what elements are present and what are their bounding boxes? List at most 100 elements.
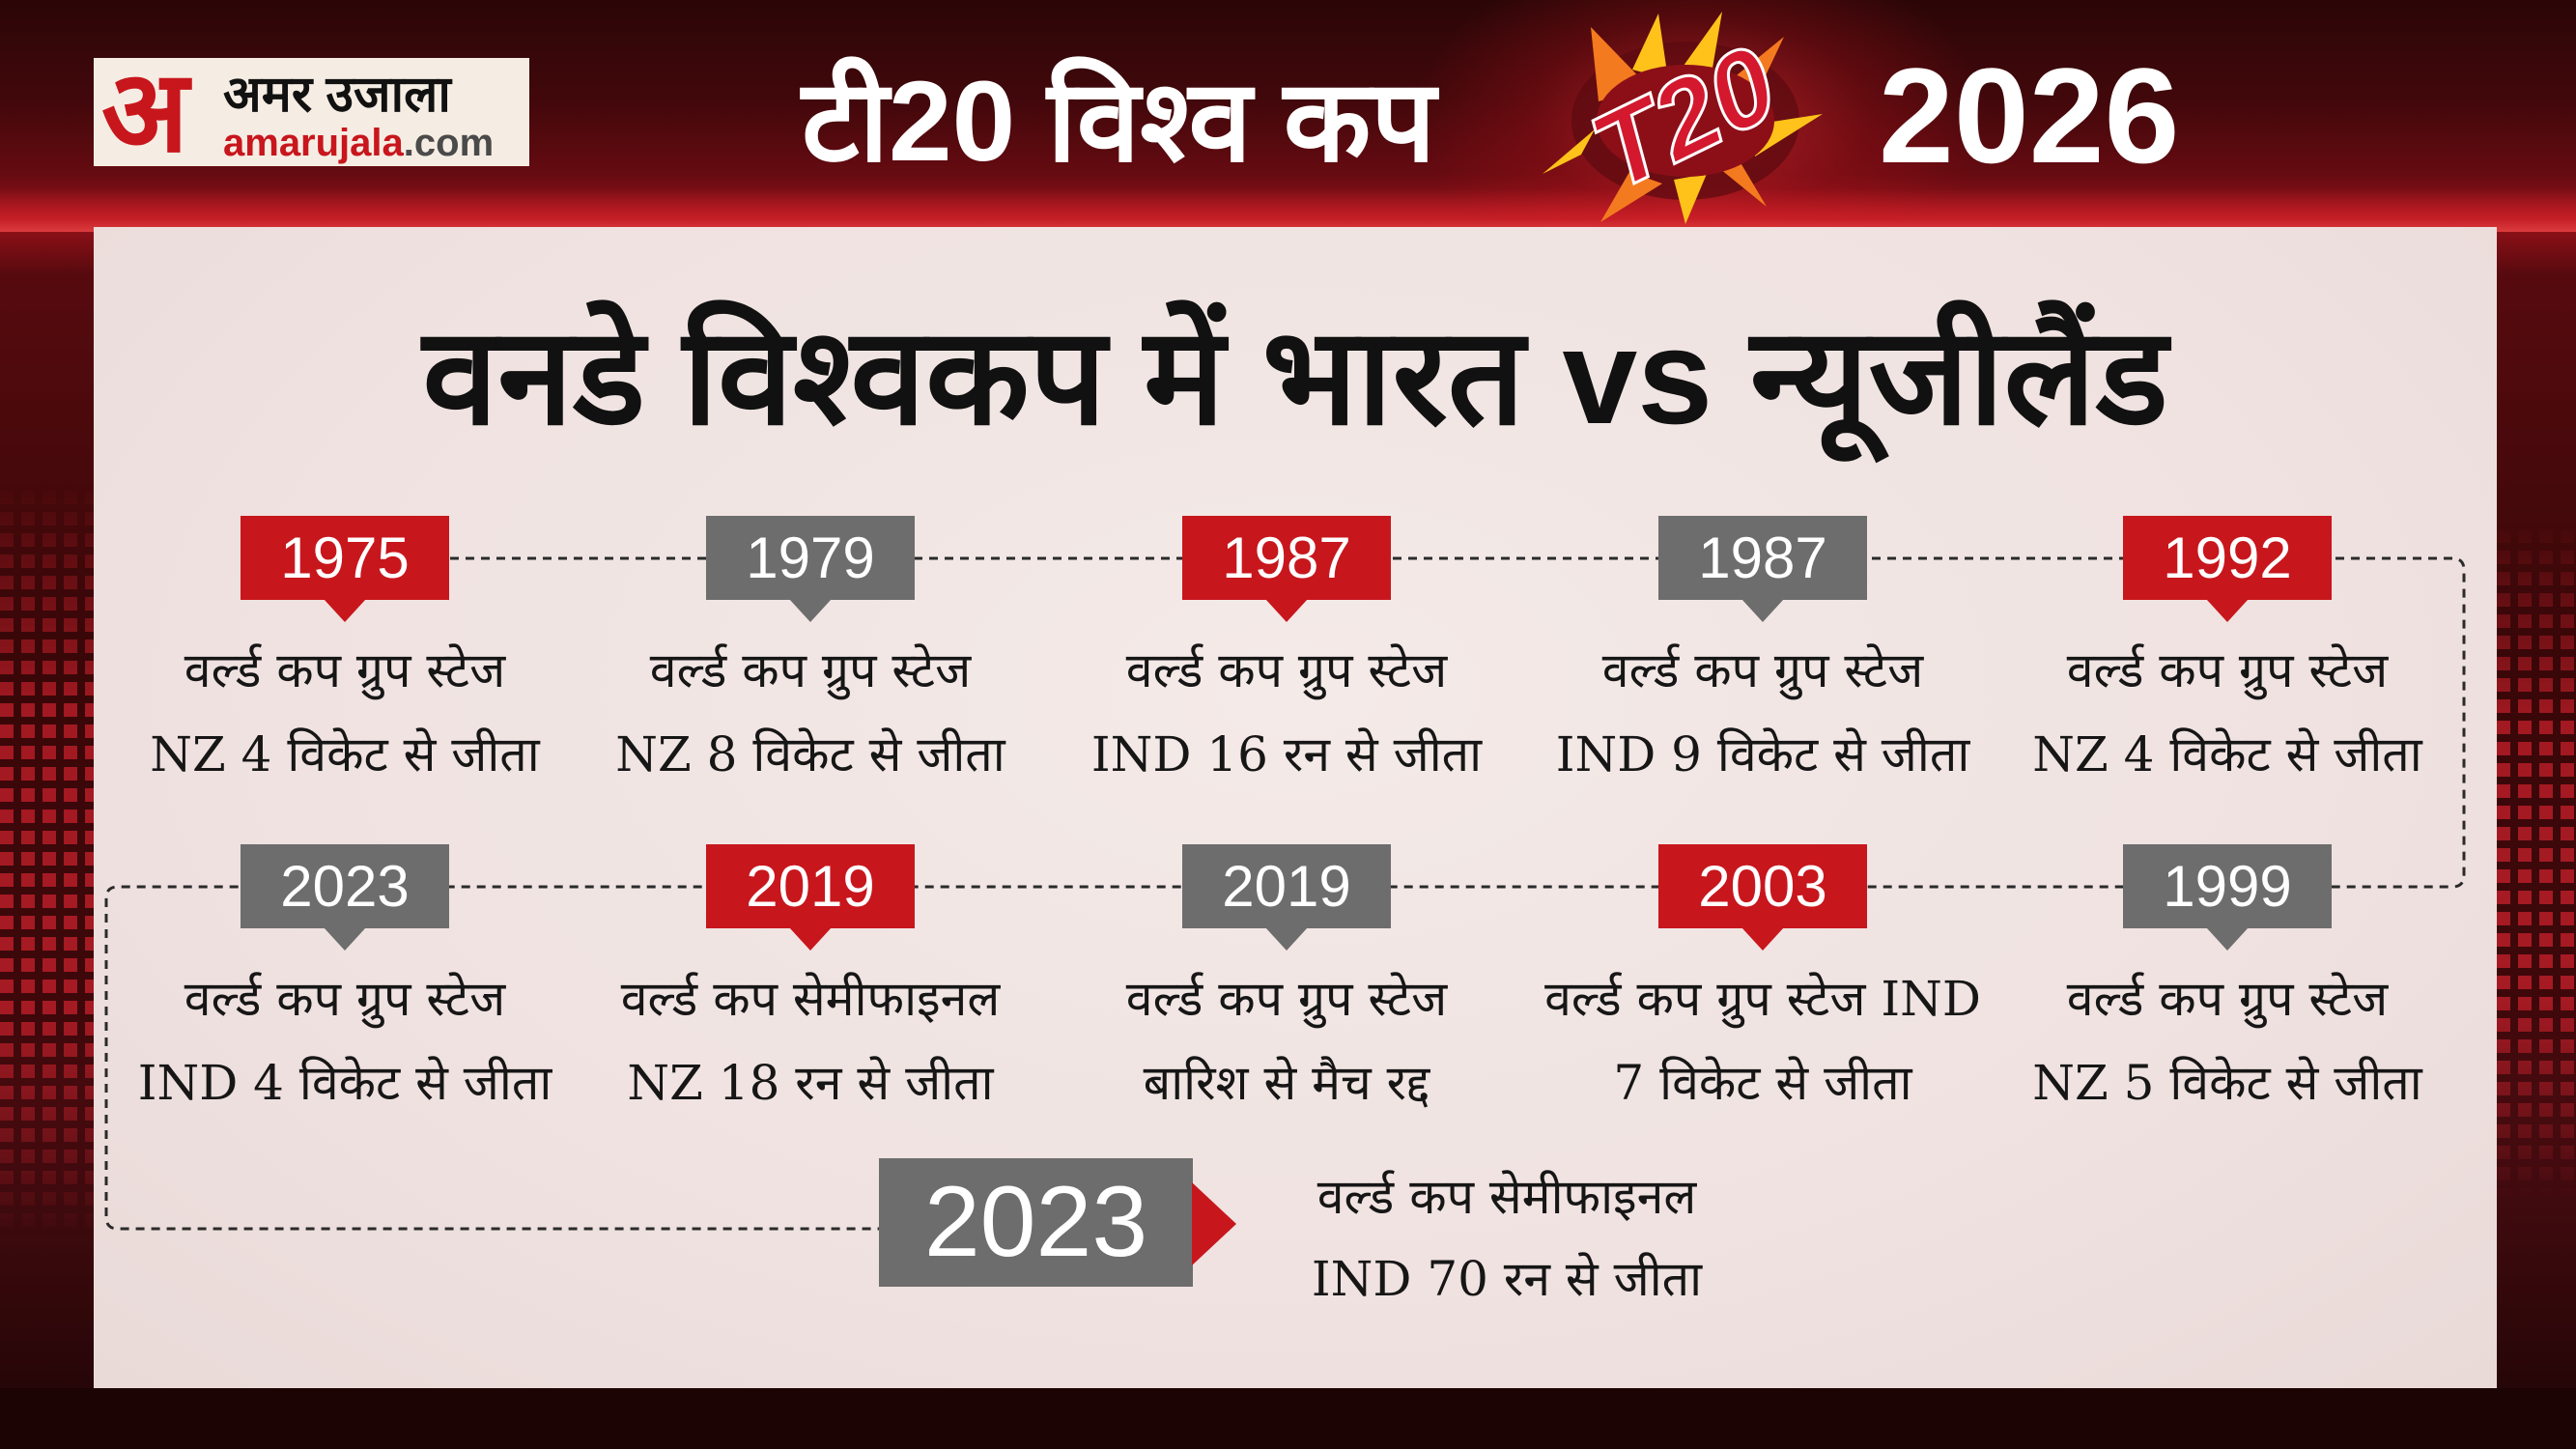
logo-mark: अ [101, 58, 189, 166]
bottom-strip [0, 1388, 2576, 1449]
pixel-pattern-right [2497, 522, 2576, 1198]
match-row1-col3: 1987 वर्ल्ड कप ग्रुप स्टेज IND 16 रन से … [1035, 516, 1538, 796]
year-label: 1992 [2163, 526, 2292, 590]
year-badge: 1987 [1658, 516, 1867, 600]
amar-ujala-logo: अ अमर उजाला amarujala .com [94, 58, 529, 166]
match-row2-col2: 2019 वर्ल्ड कप सेमीफाइनल NZ 18 रन से जीत… [559, 844, 1062, 1124]
match-result: बारिश से मैच रद्द [1143, 1055, 1430, 1111]
match-result: NZ 4 विकेट से जीता [2032, 726, 2422, 782]
logo-domain-tld: .com [403, 121, 495, 164]
match-row1-col5: 1992 वर्ल्ड कप ग्रुप स्टेज NZ 4 विकेट से… [1976, 516, 2478, 796]
final-year-badge: 2023 [879, 1158, 1193, 1287]
match-result-line: NZ 18 रन से जीता [559, 1047, 1062, 1115]
match-row1-col1: 1975 वर्ल्ड कप ग्रुप स्टेज NZ 4 विकेट से… [94, 516, 596, 796]
match-stage-line: वर्ल्ड कप ग्रुप स्टेज [559, 635, 1062, 702]
red-light-band [0, 188, 2576, 232]
year-badge: 2019 [706, 844, 915, 928]
pixel-pattern-left [0, 483, 94, 1236]
match-stage: वर्ल्ड कप सेमीफाइनल [620, 971, 1001, 1027]
year-badge: 2019 [1182, 844, 1391, 928]
badge-pointer [1741, 599, 1784, 622]
match-row2-col1: 2023 वर्ल्ड कप ग्रुप स्टेज IND 4 विकेट स… [94, 844, 596, 1124]
year-label: 2003 [1698, 854, 1827, 919]
year-label: 1999 [2163, 854, 2292, 919]
final-result-line: IND 70 रन से जीता [1265, 1243, 1748, 1311]
badge-pointer [2206, 599, 2249, 622]
match-result-line: NZ 8 विकेट से जीता [559, 719, 1062, 786]
year-label: 2019 [746, 854, 875, 919]
event-title: टी20 विश्व कप [802, 48, 1536, 185]
match-stage-line: वर्ल्ड कप ग्रुप स्टेज [94, 635, 596, 702]
logo-core [1597, 65, 1774, 177]
flame-shape [1543, 129, 1595, 174]
event-year-text: 2026 [1879, 40, 2180, 191]
match-result: NZ 4 विकेट से जीता [150, 726, 540, 782]
match-stage-line: वर्ल्ड कप ग्रुप स्टेज IND [1512, 963, 2014, 1031]
match-row1-col4: 1987 वर्ल्ड कप ग्रुप स्टेज IND 9 विकेट स… [1512, 516, 2014, 796]
match-stage: वर्ल्ड कप ग्रुप स्टेज [184, 971, 506, 1027]
final-year-label: 2023 [923, 1166, 1148, 1278]
badge-pointer [789, 927, 832, 951]
match-result-line: IND 4 विकेट से जीता [94, 1047, 596, 1115]
match-stage-line: वर्ल्ड कप सेमीफाइनल [559, 963, 1062, 1031]
year-badge: 1992 [2123, 516, 2332, 600]
match-stage-line: वर्ल्ड कप ग्रुप स्टेज [1035, 963, 1538, 1031]
flame-shape [1632, 14, 1668, 79]
match-result-line: बारिश से मैच रद्द [1035, 1047, 1538, 1115]
match-stage: वर्ल्ड कप ग्रुप स्टेज [2066, 971, 2389, 1027]
match-stage: वर्ल्ड कप ग्रुप स्टेज IND [1544, 971, 1981, 1027]
flame-shape [1684, 12, 1722, 79]
page-title-text: वनडे विश्वकप में भारत vs न्यूजीलैंड [422, 299, 2168, 452]
final-stage-line: वर्ल्ड कप सेमीफाइनल [1265, 1161, 1748, 1229]
badge-pointer [324, 927, 366, 951]
match-row2-col5: 1999 वर्ल्ड कप ग्रुप स्टेज NZ 5 विकेट से… [1976, 844, 2478, 1124]
logo-domain-name: amarujala [223, 121, 404, 164]
t20-world-cup-logo: T20 [1543, 12, 1823, 224]
match-stage-line: वर्ल्ड कप ग्रुप स्टेज [94, 963, 596, 1031]
match-row1-col2: 1979 वर्ल्ड कप ग्रुप स्टेज NZ 8 विकेट से… [559, 516, 1062, 796]
page-title: वनडे विश्वकप में भारत vs न्यूजीलैंड [94, 288, 2497, 454]
event-year: 2026 [1879, 40, 2246, 191]
match-result-line: IND 9 विकेट से जीता [1512, 719, 2014, 786]
match-result-line: 7 विकेट से जीता [1512, 1047, 2014, 1115]
match-result: IND 4 विकेट से जीता [137, 1055, 552, 1111]
badge-pointer [324, 599, 366, 622]
match-result: NZ 5 विकेट से जीता [2032, 1055, 2422, 1111]
content-panel [94, 227, 2497, 1388]
flame-shape [1600, 172, 1662, 222]
year-badge: 1999 [2123, 844, 2332, 928]
match-result: 7 विकेट से जीता [1613, 1055, 1912, 1111]
match-stage-line: वर्ल्ड कप ग्रुप स्टेज [1976, 635, 2478, 702]
match-result: NZ 8 विकेट से जीता [615, 726, 1005, 782]
match-result-line: NZ 4 विकेट से जीता [94, 719, 596, 786]
badge-pointer [1265, 599, 1308, 622]
badge-pointer [2206, 927, 2249, 951]
match-stage: वर्ल्ड कप ग्रुप स्टेज [2066, 642, 2389, 698]
match-stage-line: वर्ल्ड कप ग्रुप स्टेज [1976, 963, 2478, 1031]
match-result-line: NZ 4 विकेट से जीता [1976, 719, 2478, 786]
badge-pointer [1265, 927, 1308, 951]
year-badge: 2003 [1658, 844, 1867, 928]
match-row2-col4: 2003 वर्ल्ड कप ग्रुप स्टेज IND 7 विकेट स… [1512, 844, 2014, 1124]
match-result-line: NZ 5 विकेट से जीता [1976, 1047, 2478, 1115]
match-stage: वर्ल्ड कप ग्रुप स्टेज [184, 642, 506, 698]
match-result: NZ 18 रन से जीता [627, 1055, 994, 1111]
year-badge: 1979 [706, 516, 915, 600]
year-label: 1987 [1222, 526, 1351, 590]
year-label: 1979 [746, 526, 875, 590]
year-badge: 1987 [1182, 516, 1391, 600]
match-result: IND 16 रन से जीता [1090, 726, 1483, 782]
final-stage: वर्ल्ड कप सेमीफाइनल [1316, 1169, 1697, 1225]
year-badge: 2023 [241, 844, 449, 928]
match-stage: वर्ल्ड कप ग्रुप स्टेज [1125, 642, 1448, 698]
logo-name: अमर उजाला [223, 66, 451, 123]
event-title-text: टी20 विश्व कप [802, 57, 1436, 185]
match-stage: वर्ल्ड कप ग्रुप स्टेज [1601, 642, 1924, 698]
match-stage-line: वर्ल्ड कप ग्रुप स्टेज [1512, 635, 2014, 702]
match-stage-line: वर्ल्ड कप ग्रुप स्टेज [1035, 635, 1538, 702]
year-badge: 1975 [241, 516, 449, 600]
year-label: 1987 [1698, 526, 1827, 590]
flame-shape [1674, 174, 1707, 224]
match-stage: वर्ल्ड कप ग्रुप स्टेज [649, 642, 972, 698]
year-label: 2023 [280, 854, 410, 919]
